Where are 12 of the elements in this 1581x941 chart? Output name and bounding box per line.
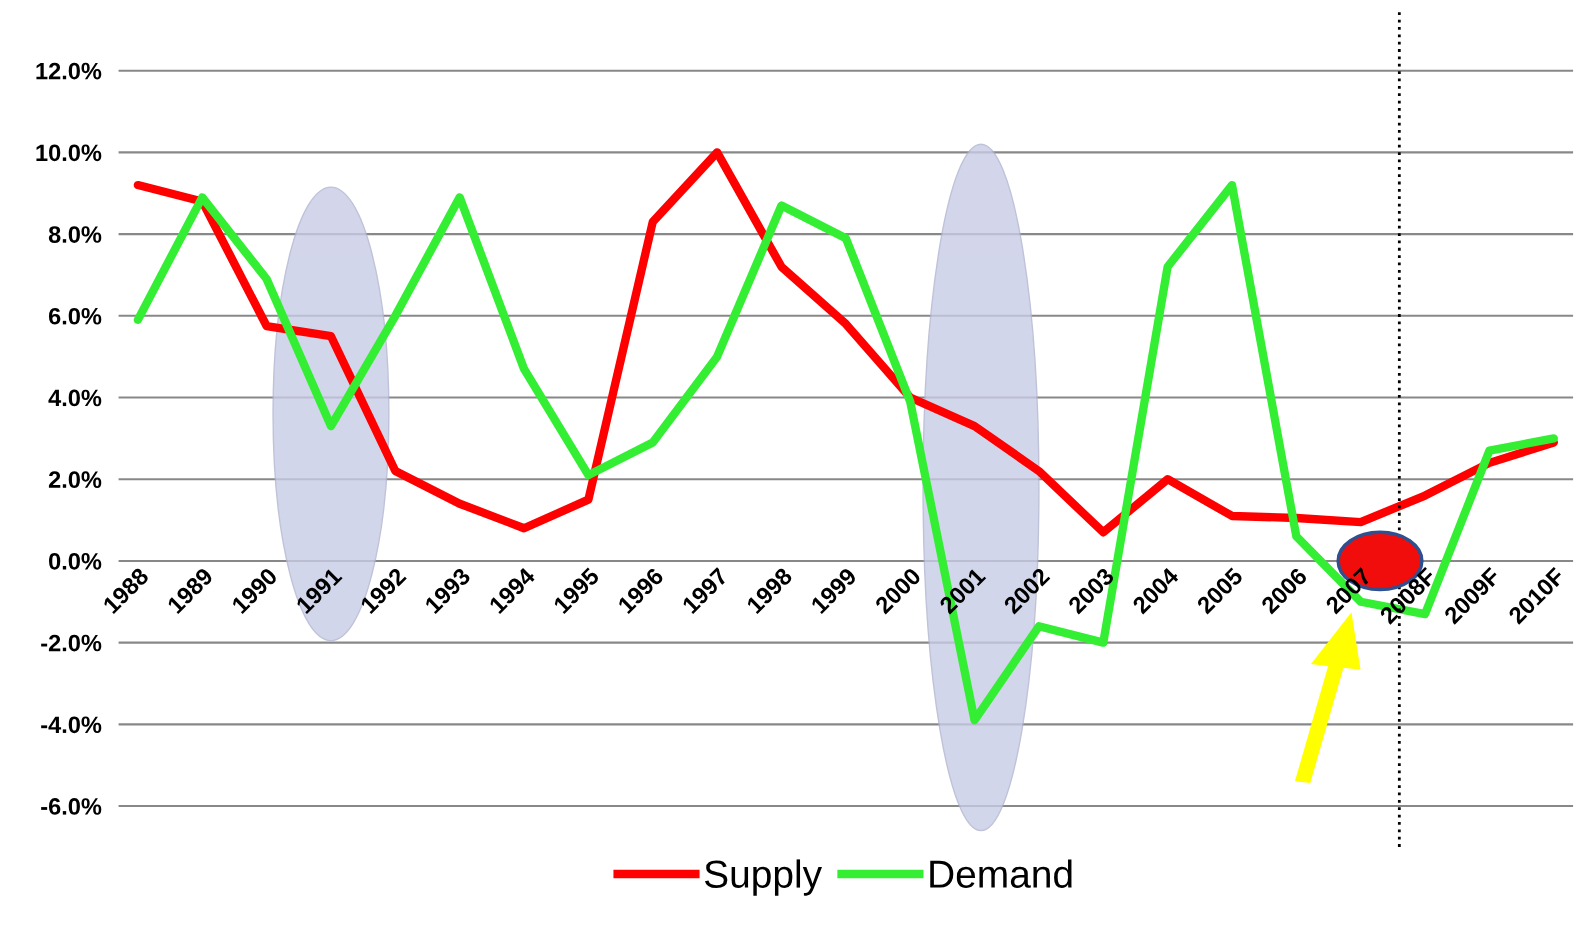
- y-tick-label: 2.0%: [48, 471, 102, 489]
- y-tick-label: 10.0%: [36, 144, 102, 162]
- legend-label: Demand: [930, 859, 1072, 888]
- y-tick-label: 0.0%: [49, 553, 102, 570]
- legend-label: Supply: [704, 859, 823, 896]
- y-tick-label: 6.0%: [48, 307, 102, 325]
- y-tick-label: 12.0%: [36, 62, 102, 80]
- y-tick-label: -4.0%: [41, 716, 102, 734]
- y-tick-label: 4.0%: [48, 389, 102, 407]
- y-tick-label: -2.0%: [41, 634, 102, 652]
- y-tick-label: -6.0%: [41, 798, 102, 815]
- y-tick-label: 8.0%: [48, 226, 102, 243]
